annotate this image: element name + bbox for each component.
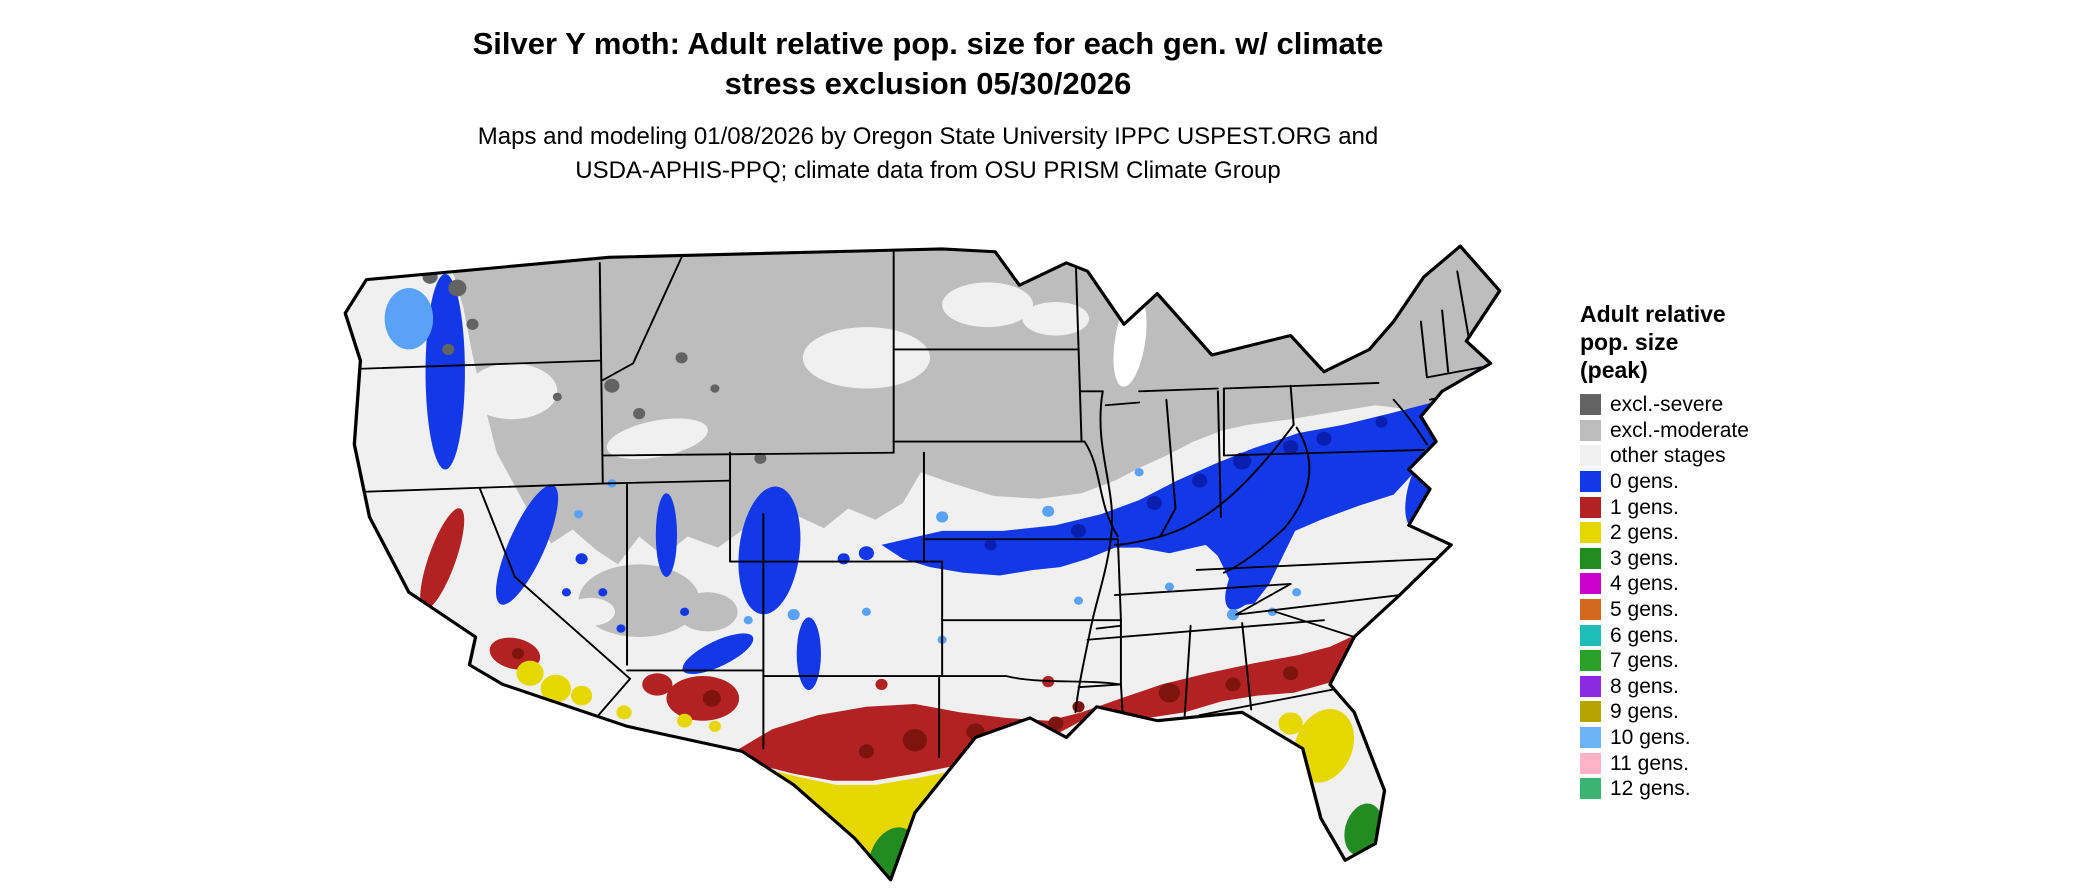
legend-label: 2 gens.	[1610, 521, 1679, 545]
state-borders	[353, 250, 1489, 758]
legend-title-line-3: (peak)	[1580, 357, 1648, 383]
legend-swatch	[1580, 701, 1601, 723]
legend-label: 9 gens.	[1610, 700, 1679, 724]
legend-label: 10 gens.	[1610, 726, 1691, 750]
legend-label: 11 gens.	[1610, 751, 1690, 775]
us-outline	[343, 244, 1502, 882]
legend-item: 7 gens.	[1580, 648, 1810, 674]
subtitle-line-1: Maps and modeling 01/08/2026 by Oregon S…	[477, 123, 1379, 150]
legend-item: 3 gens.	[1580, 546, 1810, 572]
legend-items: excl.-severe excl.-moderate other stages 0 …	[1580, 392, 1810, 802]
legend-swatch	[1580, 547, 1601, 569]
legend-title: Adult relative pop. size (peak)	[1580, 300, 1810, 384]
legend-item: excl.-moderate	[1580, 418, 1810, 444]
legend-swatch	[1580, 752, 1601, 774]
legend-item: 11 gens.	[1580, 750, 1810, 776]
legend-item: 1 gens.	[1580, 494, 1810, 520]
legend-swatch	[1580, 778, 1601, 800]
legend-item: 0 gens.	[1580, 469, 1810, 495]
legend-swatch	[1580, 675, 1601, 697]
legend-item: 5 gens.	[1580, 597, 1810, 623]
legend-item: 8 gens.	[1580, 674, 1810, 700]
legend-item: other stages	[1580, 443, 1810, 469]
us-generation-map	[321, 228, 1533, 884]
title-line-1: Silver Y moth: Adult relative pop. size …	[472, 26, 1384, 61]
legend: Adult relative pop. size (peak) excl.-se…	[1580, 300, 1810, 802]
legend-swatch	[1580, 624, 1601, 646]
legend-label: 7 gens.	[1610, 649, 1679, 673]
legend-label: 5 gens.	[1610, 598, 1679, 622]
legend-swatch	[1580, 496, 1601, 518]
legend-swatch	[1580, 650, 1601, 672]
map-attribution: Maps and modeling 01/08/2026 by Oregon S…	[478, 120, 1378, 188]
legend-label: 1 gens.	[1610, 495, 1679, 519]
legend-label: 12 gens.	[1610, 777, 1691, 801]
legend-title-line-1: Adult relative	[1580, 301, 1726, 327]
subtitle-line-2: USDA-APHIS-PPQ; climate data from OSU PR…	[575, 157, 1281, 184]
legend-label: other stages	[1610, 444, 1726, 468]
excluded-severe-region	[422, 269, 767, 464]
legend-swatch	[1580, 599, 1601, 621]
legend-swatch	[1580, 727, 1601, 749]
legend-swatch	[1580, 522, 1601, 544]
legend-item: 4 gens.	[1580, 571, 1810, 597]
page-title: Silver Y moth: Adult relative pop. size …	[473, 24, 1384, 104]
legend-swatch	[1580, 419, 1601, 441]
legend-item: 9 gens.	[1580, 699, 1810, 725]
legend-swatch	[1580, 394, 1601, 416]
legend-swatch	[1580, 471, 1601, 493]
legend-item: 12 gens.	[1580, 776, 1810, 802]
three-gens-region	[868, 803, 1383, 880]
legend-item: 2 gens.	[1580, 520, 1810, 546]
interior-light-patches	[466, 282, 1090, 626]
legend-item: excl.-severe	[1580, 392, 1810, 418]
us-map-svg	[343, 244, 1502, 882]
legend-swatch	[1580, 573, 1601, 595]
one-gen-region	[420, 508, 1358, 781]
title-line-2: stress exclusion 05/30/2026	[724, 66, 1132, 101]
legend-item: 10 gens.	[1580, 725, 1810, 751]
legend-item: 6 gens.	[1580, 622, 1810, 648]
legend-label: excl.-severe	[1610, 393, 1724, 417]
legend-label: excl.-moderate	[1610, 418, 1749, 442]
legend-label: 8 gens.	[1610, 674, 1679, 698]
legend-label: 6 gens.	[1610, 623, 1679, 647]
legend-label: 0 gens.	[1610, 470, 1679, 494]
legend-title-line-2: pop. size	[1580, 329, 1679, 355]
legend-label: 3 gens.	[1610, 546, 1679, 570]
legend-label: 4 gens.	[1610, 572, 1679, 596]
legend-swatch	[1580, 445, 1601, 467]
